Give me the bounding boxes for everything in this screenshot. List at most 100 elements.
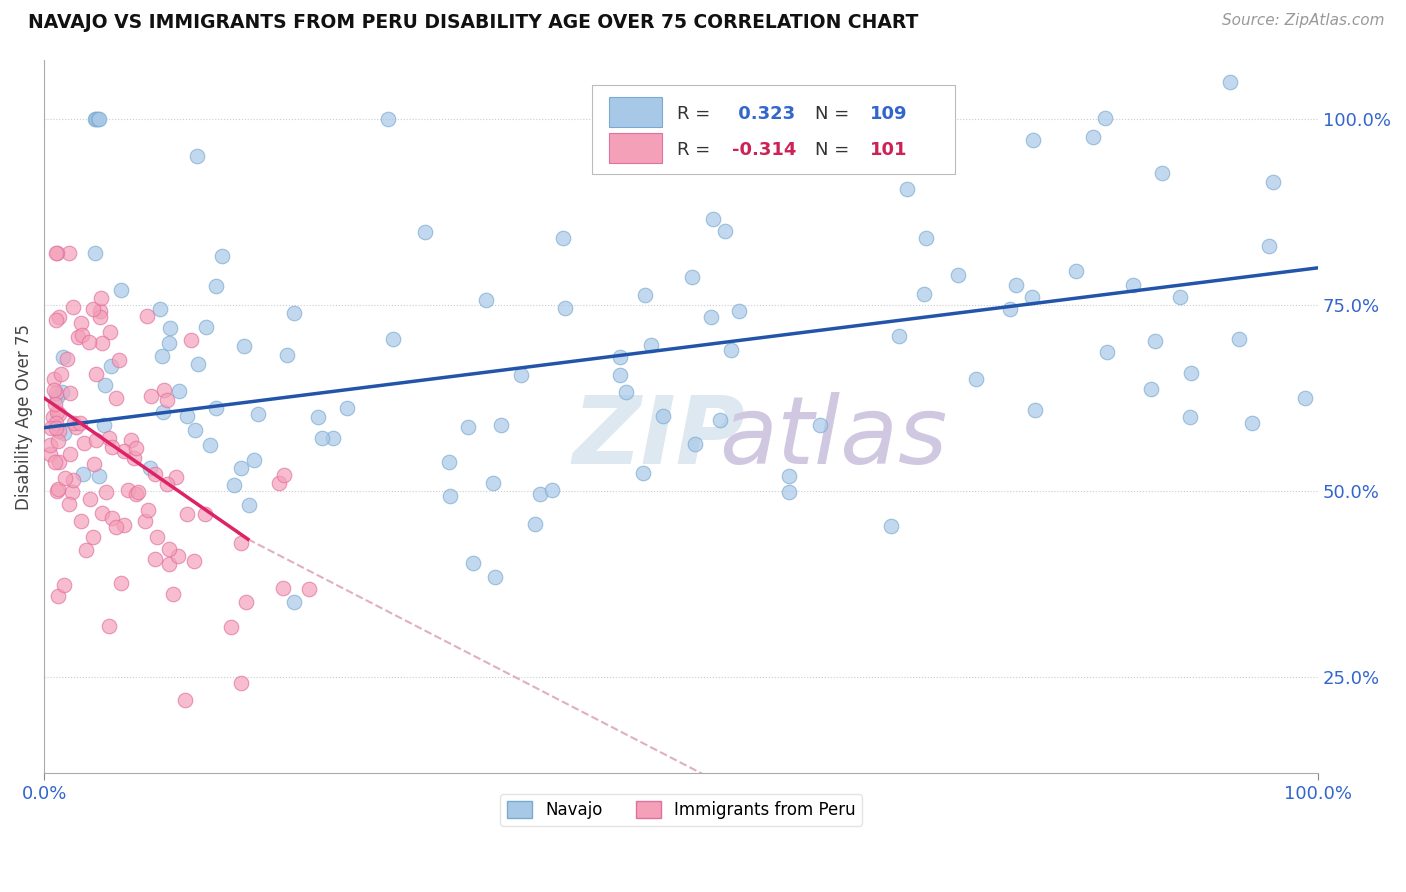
Point (322, 430, 344, 444)
Point (124, 487, 146, 501)
FancyBboxPatch shape (609, 133, 662, 163)
Point (307, 409, 329, 424)
Point (45, 313, 67, 327)
Point (167, 384, 190, 398)
Point (87, 112, 110, 127)
Point (229, 676, 252, 690)
Point (84, 434, 107, 448)
Point (86, 112, 108, 127)
Point (84, 246, 107, 260)
Point (681, 270, 703, 285)
Point (46, 589, 69, 603)
Point (778, 469, 800, 483)
Point (112, 518, 135, 533)
Point (484, 570, 506, 584)
Point (49, 367, 72, 381)
Point (176, 507, 198, 521)
Point (437, 455, 460, 469)
Point (205, 279, 228, 293)
Point (221, 619, 243, 633)
Point (238, 499, 260, 513)
Point (1294, 391, 1316, 405)
Point (91, 507, 114, 521)
Point (200, 438, 222, 452)
Point (243, 452, 266, 467)
Point (69, 514, 91, 528)
Point (39, 420, 62, 434)
Point (702, 212, 724, 227)
Point (93, 417, 115, 432)
Point (509, 368, 531, 383)
Point (676, 104, 699, 119)
Point (60, 485, 83, 500)
Point (58, 447, 80, 461)
Point (439, 490, 461, 504)
Point (48, 425, 70, 439)
Point (56, 351, 79, 366)
Point (117, 483, 139, 498)
Point (65, 420, 87, 434)
Point (53, 471, 76, 485)
Point (153, 384, 176, 398)
Point (187, 358, 209, 372)
Point (174, 692, 197, 706)
Point (912, 287, 935, 301)
Point (720, 343, 742, 358)
Text: atlas: atlas (720, 392, 948, 483)
Point (150, 349, 173, 363)
Point (381, 332, 404, 346)
Point (94, 484, 117, 499)
Point (105, 391, 128, 405)
FancyBboxPatch shape (592, 85, 955, 174)
Legend: Navajo, Immigrants from Peru: Navajo, Immigrants from Peru (501, 794, 862, 826)
Point (90, 291, 112, 305)
Point (58, 246, 80, 260)
Point (42, 409, 65, 424)
Point (52, 578, 75, 592)
Point (965, 372, 987, 386)
Point (194, 508, 217, 522)
Text: NAVAJO VS IMMIGRANTS FROM PERU DISABILITY AGE OVER 75 CORRELATION CHART: NAVAJO VS IMMIGRANTS FROM PERU DISABILIT… (28, 13, 918, 32)
Text: -0.314: -0.314 (733, 141, 796, 159)
Text: Source: ZipAtlas.com: Source: ZipAtlas.com (1222, 13, 1385, 29)
Point (778, 484, 800, 499)
Point (62, 473, 84, 487)
Point (152, 405, 174, 419)
Point (1024, 403, 1046, 417)
Point (529, 487, 551, 501)
Point (124, 451, 146, 466)
Text: N =: N = (815, 141, 855, 159)
Point (165, 470, 187, 484)
Point (915, 231, 938, 245)
Point (159, 321, 181, 335)
Point (205, 401, 228, 415)
Point (110, 576, 132, 591)
Point (1143, 334, 1166, 348)
Point (44, 372, 66, 386)
Point (298, 582, 321, 596)
Point (87, 468, 110, 483)
Point (146, 530, 169, 544)
Point (157, 558, 180, 572)
Point (70, 327, 93, 342)
Point (283, 594, 305, 608)
Text: 101: 101 (870, 141, 907, 159)
Point (139, 461, 162, 475)
Point (235, 595, 257, 609)
Text: 0.323: 0.323 (733, 105, 796, 123)
Point (86, 112, 108, 127)
Point (77, 334, 100, 349)
Point (283, 306, 305, 320)
Point (1140, 382, 1163, 396)
Point (79, 491, 101, 506)
Y-axis label: Disability Age Over 75: Disability Age Over 75 (15, 324, 32, 509)
Point (162, 587, 184, 601)
Point (184, 423, 207, 437)
Point (229, 536, 252, 550)
Point (89, 310, 111, 325)
Point (69, 416, 91, 430)
Point (143, 552, 166, 566)
Point (156, 392, 179, 407)
Text: 109: 109 (870, 105, 907, 123)
Point (157, 336, 180, 351)
